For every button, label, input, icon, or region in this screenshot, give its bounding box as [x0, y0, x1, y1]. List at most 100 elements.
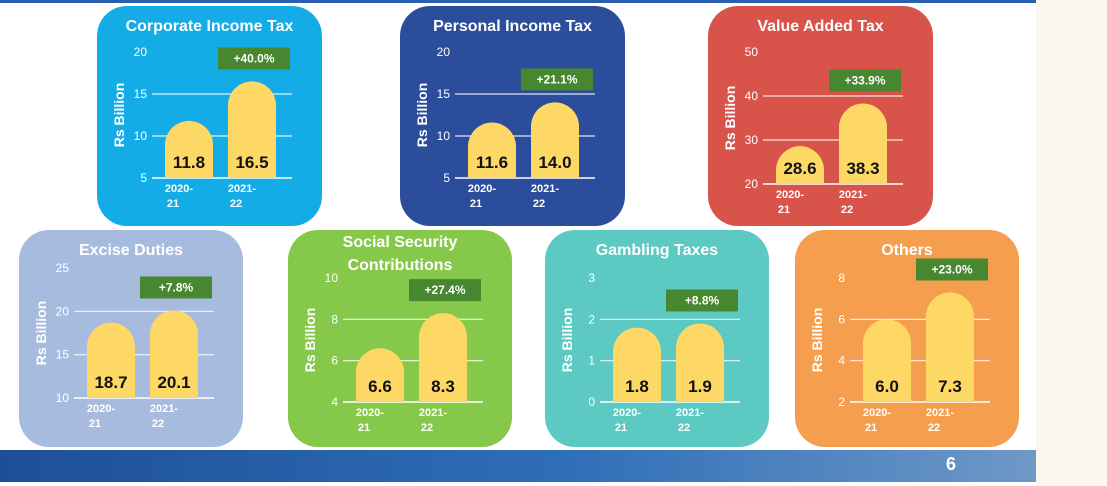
y-tick-label: 20	[56, 304, 70, 318]
bar-value-label: 8.3	[431, 377, 455, 396]
bar-value-label: 6.6	[368, 377, 392, 396]
chart-title: Gambling Taxes	[596, 242, 719, 259]
chart-title: Value Added Tax	[757, 18, 883, 35]
y-tick-label: 6	[838, 312, 845, 326]
bar-2020-21	[165, 120, 213, 178]
top-accent-line	[0, 0, 1036, 3]
y-axis-label: Rs Billion	[809, 308, 825, 373]
y-tick-label: 50	[745, 45, 759, 59]
x-tick-label: 2020-	[776, 189, 804, 201]
x-tick-label: 2020-	[87, 403, 115, 415]
bar-value-label: 11.8	[173, 153, 205, 172]
change-badge	[218, 47, 290, 70]
change-badge	[666, 289, 738, 312]
y-tick-label: 10	[56, 391, 70, 405]
chart-title: Excise Duties	[79, 242, 183, 259]
chart-panel-gambling-taxes: Gambling Taxes 0 1 2 3 Rs Billion 1.8 2020- 21 1.…	[545, 230, 769, 447]
bar-2020-21	[613, 327, 661, 402]
x-tick-label: 21	[470, 198, 482, 210]
x-tick-label: 21	[89, 418, 101, 430]
y-tick-label: 4	[331, 395, 338, 409]
x-tick-label: 22	[230, 198, 242, 210]
chart-title-line: Contributions	[348, 257, 453, 274]
bar-2021-22	[419, 313, 467, 402]
bar-value-label: 11.6	[476, 153, 508, 172]
x-tick-label: 22	[928, 422, 940, 434]
x-tick-label: 22	[533, 198, 545, 210]
chart-title: Personal Income Tax	[433, 18, 592, 35]
bar-2021-22	[926, 292, 974, 402]
chart-svg: Gambling Taxes 0 1 2 3 Rs Billion 1.8 2020- 21 1.…	[545, 230, 769, 447]
y-axis-label: Rs Billion	[722, 86, 738, 151]
y-tick-label: 2	[588, 312, 595, 326]
y-axis-label: Rs Billion	[559, 308, 575, 373]
y-tick-label: 25	[56, 261, 70, 275]
x-tick-label: 22	[421, 422, 433, 434]
chart-panel-excise-duties: Excise Duties 10 15 20 25 Rs Billion 18.7 2020-…	[19, 230, 243, 447]
bar-value-label: 1.9	[688, 377, 712, 396]
bar-value-label: 18.7	[94, 373, 127, 392]
chart-title: Corporate Income Tax	[126, 18, 294, 35]
y-tick-label: 15	[134, 87, 148, 101]
x-tick-label: 2021-	[419, 407, 447, 419]
x-tick-label: 2020-	[356, 407, 384, 419]
change-badge-label: +23.0%	[931, 262, 972, 276]
y-tick-label: 10	[134, 129, 148, 143]
change-badge-label: +40.0%	[233, 51, 274, 65]
chart-title-line: Social Security	[343, 234, 458, 251]
x-tick-label: 21	[167, 198, 179, 210]
y-tick-label: 4	[838, 354, 845, 368]
y-tick-label: 15	[437, 87, 451, 101]
x-tick-label: 2020-	[165, 183, 193, 195]
x-tick-label: 2021-	[531, 183, 559, 195]
y-axis-label: Rs Billion	[111, 83, 127, 148]
x-tick-label: 22	[678, 422, 690, 434]
y-axis-label: Rs Billion	[302, 308, 318, 373]
chart-svg: Excise Duties 10 15 20 25 Rs Billion 18.7 2020-…	[19, 230, 243, 447]
chart-title: Others	[881, 242, 933, 259]
x-tick-label: 2020-	[863, 407, 891, 419]
chart-panel-value-added-tax: Value Added Tax 20 30 40 50 Rs Billion 28.6 202…	[708, 6, 933, 226]
bar-2021-22	[228, 81, 276, 178]
y-axis-label: Rs Billion	[33, 301, 49, 366]
bar-2020-21	[468, 122, 516, 178]
bar-2021-22	[531, 102, 579, 178]
change-badge	[829, 69, 901, 92]
x-tick-label: 21	[358, 422, 370, 434]
panel-background	[288, 230, 512, 447]
chart-panel-personal-income-tax: Personal Income Tax 5 10 15 20 Rs Billion 11.6…	[400, 6, 625, 226]
x-tick-label: 21	[778, 204, 790, 216]
x-tick-label: 2021-	[839, 189, 867, 201]
chart-svg: Others 2 4 6 8 Rs Billion 6.0 2020- 21 7.3 2021- 22…	[795, 230, 1019, 447]
change-badge	[916, 258, 988, 281]
y-tick-label: 30	[745, 133, 759, 147]
bar-value-label: 38.3	[846, 159, 879, 178]
change-badge-label: +7.8%	[159, 280, 194, 294]
bar-value-label: 28.6	[783, 159, 816, 178]
chart-svg: Social Security Contributions 4 6 8 10 Rs Bill…	[288, 230, 512, 447]
footer-bar: 6	[0, 450, 1036, 482]
x-tick-label: 21	[615, 422, 627, 434]
y-tick-label: 0	[588, 395, 595, 409]
x-tick-label: 21	[865, 422, 877, 434]
y-tick-label: 40	[745, 89, 759, 103]
chart-panel-social-security-contributions: Social Security Contributions 4 6 8 10 Rs Bill…	[288, 230, 512, 447]
change-badge	[521, 68, 593, 91]
bar-2021-22	[150, 310, 198, 398]
bar-value-label: 16.5	[235, 153, 268, 172]
y-tick-label: 15	[56, 348, 70, 362]
y-tick-label: 10	[437, 129, 451, 143]
bar-value-label: 1.8	[625, 377, 649, 396]
x-tick-label: 2021-	[150, 403, 178, 415]
bar-value-label: 7.3	[938, 377, 962, 396]
x-tick-label: 2020-	[613, 407, 641, 419]
chart-svg: Corporate Income Tax 5 10 15 20 Rs Billion 11.…	[97, 6, 322, 226]
y-tick-label: 20	[745, 177, 759, 191]
x-tick-label: 2020-	[468, 183, 496, 195]
y-axis-label: Rs Billion	[414, 83, 430, 148]
change-badge-label: +21.1%	[536, 72, 577, 86]
change-badge	[409, 279, 481, 302]
bar-2020-21	[356, 348, 404, 402]
x-tick-label: 2021-	[676, 407, 704, 419]
y-tick-label: 5	[443, 171, 450, 185]
